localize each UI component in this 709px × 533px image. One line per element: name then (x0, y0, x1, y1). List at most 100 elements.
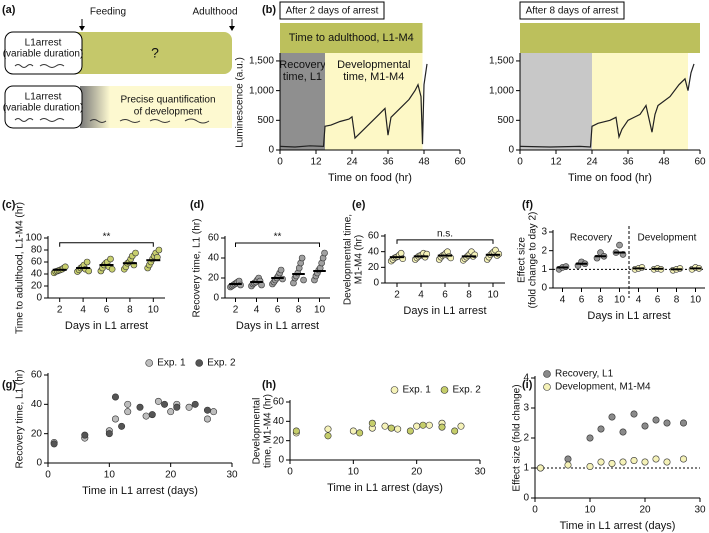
point (292, 427, 300, 435)
x-tick-label: 36 (622, 157, 634, 168)
point (536, 464, 544, 472)
point (663, 458, 671, 466)
x-tick-label: 48 (418, 157, 430, 168)
y-tick-label: 0 (523, 493, 529, 504)
x-tick-label: 24 (346, 157, 358, 168)
x-axis-label: Time in L1 arrest (days) (560, 520, 676, 532)
x-tick-label: 6 (442, 290, 448, 301)
legend-marker (543, 383, 551, 391)
x-tick-label: 10 (614, 295, 626, 306)
point (210, 408, 218, 416)
point (203, 415, 211, 423)
box-text: of development (134, 107, 203, 118)
adulthood-label: Adulthood (192, 7, 237, 18)
y-tick-label: 500 (497, 115, 514, 126)
x-tick-label: 6 (655, 295, 661, 306)
x-tick-label: 2 (57, 305, 63, 316)
point (136, 403, 144, 411)
legend-marker (440, 386, 449, 394)
x-tick-label: 2 (233, 305, 239, 316)
point (124, 408, 132, 416)
region-label: time, L1 (283, 71, 322, 83)
box-text: (variable duration) (3, 49, 84, 60)
y-tick-label: 2 (541, 245, 547, 256)
x-tick-label: 48 (658, 157, 670, 168)
x-tick-label: 20 (165, 470, 177, 481)
x-tick-label: 6 (275, 305, 281, 316)
trace (519, 63, 695, 148)
point (381, 422, 389, 430)
arrest-box (4, 31, 83, 75)
panel-label: (i) (522, 379, 533, 391)
y-tick-label: 0 (278, 455, 284, 466)
y-tick-label: 0 (36, 458, 42, 469)
y-axis-label: (fold change to day 2) (528, 212, 539, 309)
point (608, 413, 616, 421)
point (616, 241, 623, 249)
y-axis-label: Developmental (252, 398, 263, 465)
region-label: Recovery (279, 59, 326, 71)
box-text: (variable duration) (3, 103, 84, 114)
panel-label: (f) (522, 199, 533, 211)
point (324, 432, 332, 440)
x-tick-label: 30 (694, 505, 706, 516)
point (203, 406, 211, 414)
y-tick-label: 60 (31, 257, 43, 268)
point (132, 249, 139, 257)
point (630, 410, 638, 418)
y-tick-label: 100 (25, 233, 42, 244)
point (586, 462, 594, 470)
point (83, 258, 91, 266)
recovery-gradient (80, 86, 110, 128)
group-label: Recovery (570, 233, 612, 244)
x-tick-label: 0 (287, 467, 293, 478)
x-tick-label: 20 (411, 467, 423, 478)
x-axis-label: Time on food (hr) (568, 172, 652, 184)
arrest-box (4, 85, 83, 129)
legend-marker (543, 370, 551, 378)
x-tick-label: 20 (639, 505, 651, 516)
y-tick-label: 40 (31, 269, 43, 280)
point (597, 425, 605, 433)
x-tick-label: 10 (487, 290, 499, 301)
y-tick-label: 20 (273, 435, 285, 446)
point (652, 455, 660, 463)
point (105, 430, 113, 438)
point (356, 429, 364, 437)
diagram-a: Feeding Adulthood L1arrest (variable dur… (3, 7, 238, 129)
point (663, 419, 671, 427)
y-axis-label: Developmental time, (343, 214, 354, 305)
x-tick-label: 0 (517, 157, 523, 168)
point (277, 266, 285, 274)
region-label: Developmental (337, 59, 410, 71)
x-tick-label: 4 (254, 305, 260, 316)
x-tick-label: 4 (80, 305, 86, 316)
x-tick-label: 30 (226, 470, 238, 481)
y-tick-label: 500 (257, 115, 274, 126)
y-tick-label: 60 (368, 231, 380, 242)
sig-bracket (396, 239, 494, 244)
point (191, 400, 199, 408)
y-tick-label: 1,500 (249, 56, 274, 67)
question-mark: ? (151, 45, 159, 61)
point (597, 458, 605, 466)
group-label: Development (638, 233, 697, 244)
region (592, 53, 688, 150)
y-tick-label: 40 (368, 246, 380, 257)
y-tick-label: 3 (541, 227, 547, 238)
x-tick-label: 0 (532, 505, 538, 516)
point (451, 427, 459, 435)
feeding-label: Feeding (90, 7, 126, 18)
y-tick-label: 1,500 (489, 56, 514, 67)
sig-label: ** (103, 231, 111, 242)
x-tick-label: 10 (314, 305, 326, 316)
y-tick-label: 0 (36, 293, 42, 304)
point (419, 421, 427, 429)
x-tick-label: 4 (560, 295, 566, 306)
sig-label: n.s. (437, 229, 453, 240)
point (630, 456, 638, 464)
y-axis-label: M1-M4 (hr) (354, 235, 365, 284)
x-tick-label: 12 (550, 157, 562, 168)
y-tick-label: 60 (31, 370, 43, 381)
point (142, 412, 150, 420)
